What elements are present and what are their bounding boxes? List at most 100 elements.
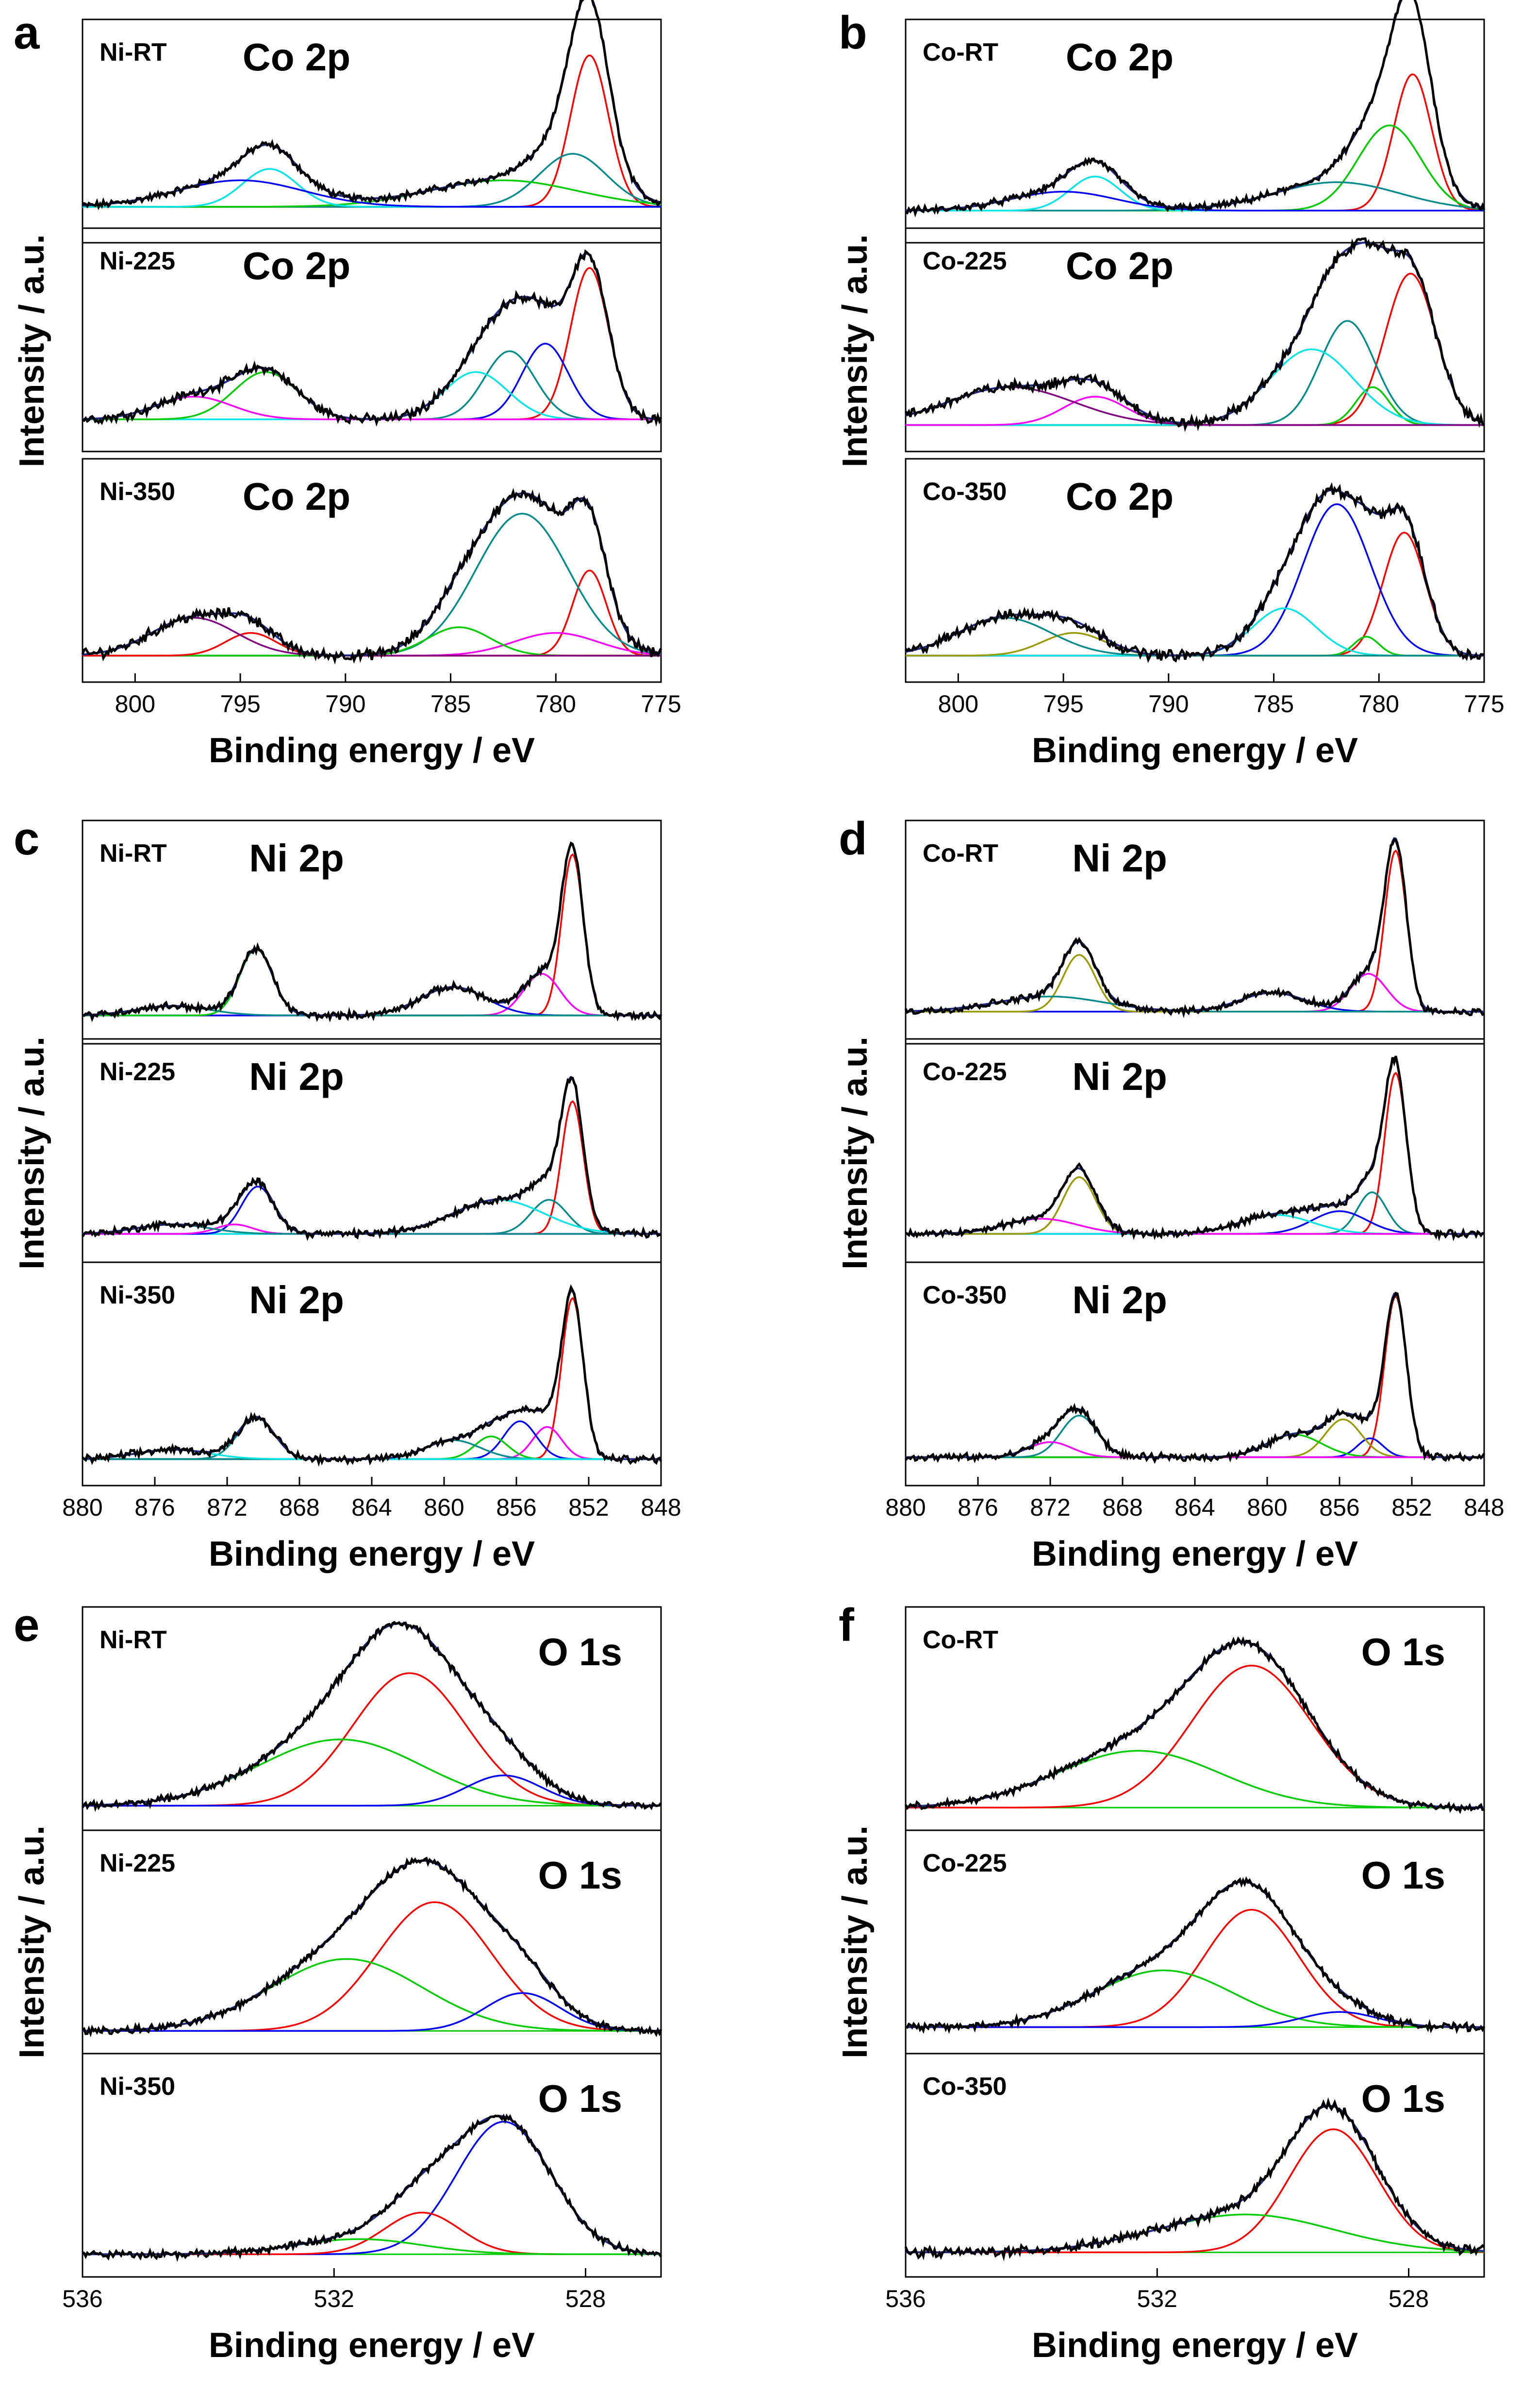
x-tick-label-d-2: 872 xyxy=(1030,1494,1070,1521)
component-peak-a-0-0 xyxy=(83,54,662,208)
spectrum-label-c-0: Ni 2p xyxy=(249,836,344,880)
component-peak-d-0-1 xyxy=(906,973,1484,1013)
spectrum-label-b-0: Co 2p xyxy=(1066,35,1174,79)
panel-label-c: c xyxy=(14,813,39,865)
subplot-frame-a-1 xyxy=(82,227,662,452)
component-peak-e-0-2 xyxy=(83,1774,661,1807)
spectrum-label-b-1: Co 2p xyxy=(1066,244,1174,287)
x-tick-label-c-0: 880 xyxy=(62,1494,102,1521)
component-peak-c-0-0 xyxy=(83,853,661,1017)
component-peak-a-1-3 xyxy=(83,371,661,420)
fit-envelope-b-2 xyxy=(905,488,1485,657)
spectrum-label-c-2: Ni 2p xyxy=(249,1278,344,1321)
panel-label-a: a xyxy=(14,7,40,59)
spectrum-label-f-2: O 1s xyxy=(1361,2077,1445,2120)
subplot-frame-b-2 xyxy=(905,458,1485,683)
fit-envelope-f-2 xyxy=(906,2105,1485,2254)
spectrum-label-d-2: Ni 2p xyxy=(1072,1278,1167,1321)
experimental-spectrum-a-1 xyxy=(82,249,662,427)
subplot-frame-b-0 xyxy=(905,18,1485,244)
component-peak-d-1-0 xyxy=(906,1071,1484,1235)
component-peak-b-1-0 xyxy=(906,272,1485,426)
component-peak-f-1-0 xyxy=(906,1908,1484,2028)
panel-label-f: f xyxy=(839,1599,855,1651)
spectrum-label-f-1: O 1s xyxy=(1361,1854,1445,1897)
component-peak-c-2-1 xyxy=(83,1426,661,1460)
x-axis-label-b: Binding energy / eV xyxy=(1032,731,1358,770)
x-tick-label-e-1: 532 xyxy=(314,2285,354,2312)
fit-envelope-d-2 xyxy=(906,1292,1484,1458)
spectrum-label-a-1: Co 2p xyxy=(243,244,350,287)
spectrum-label-e-0: O 1s xyxy=(538,1630,622,1673)
component-peak-b-1-2 xyxy=(906,320,1484,426)
experimental-spectrum-d-0 xyxy=(904,838,1485,1019)
subplot-frame-c-0 xyxy=(82,819,662,1045)
component-peak-e-1-1 xyxy=(83,1958,661,2032)
component-peak-b-0-3 xyxy=(906,175,1484,212)
experimental-spectrum-d-2 xyxy=(905,1291,1486,1464)
x-tick-label-b-1: 795 xyxy=(1043,690,1083,718)
component-peak-b-2-5 xyxy=(905,617,1484,657)
sample-label-d-1: Co-225 xyxy=(923,1058,1007,1086)
x-tick-label-d-6: 856 xyxy=(1319,1494,1359,1521)
component-peak-c-1-3 xyxy=(83,1186,661,1235)
y-axis-label-d: Intensity / a.u. xyxy=(836,1037,875,1270)
fit-envelope-c-0 xyxy=(82,843,661,1017)
x-tick-label-c-3: 868 xyxy=(279,1494,319,1521)
x-tick-label-c-7: 852 xyxy=(568,1494,609,1521)
component-peak-d-2-2 xyxy=(906,1418,1484,1458)
x-axis-label-a: Binding energy / eV xyxy=(209,731,535,770)
spectrum-label-c-1: Ni 2p xyxy=(249,1055,344,1098)
experimental-spectrum-c-2 xyxy=(82,1284,662,1467)
x-axis-label-d: Binding energy / eV xyxy=(1032,1535,1358,1573)
experimental-spectrum-b-2 xyxy=(905,482,1485,663)
x-tick-label-a-1: 795 xyxy=(220,690,260,718)
fit-envelope-f-1 xyxy=(906,1880,1484,2028)
sample-label-e-1: Ni-225 xyxy=(99,1849,175,1877)
y-axis-label-c: Intensity / a.u. xyxy=(13,1037,51,1270)
x-tick-label-c-8: 848 xyxy=(641,1494,681,1521)
panel-label-d: d xyxy=(839,813,867,865)
experimental-spectrum-f-0 xyxy=(904,1636,1485,1814)
x-tick-label-b-2: 790 xyxy=(1148,690,1189,718)
sample-label-a-0: Ni-RT xyxy=(99,38,167,67)
y-axis-label-b: Intensity / a.u. xyxy=(836,234,875,467)
x-tick-label-a-3: 785 xyxy=(430,690,471,718)
component-peak-b-2-1 xyxy=(906,635,1484,657)
sample-label-f-2: Co-350 xyxy=(923,2073,1007,2101)
y-axis-label-f: Intensity / a.u. xyxy=(836,1825,875,2058)
component-peak-b-2-0 xyxy=(906,532,1484,657)
component-peak-f-2-0 xyxy=(906,2128,1485,2254)
x-tick-label-d-0: 880 xyxy=(885,1494,926,1521)
x-tick-label-c-5: 860 xyxy=(424,1494,464,1521)
experimental-spectrum-e-0 xyxy=(81,1621,662,1812)
x-tick-label-b-5: 775 xyxy=(1464,690,1504,718)
panel-label-e: e xyxy=(14,1599,39,1651)
x-tick-label-e-0: 536 xyxy=(62,2285,102,2312)
sample-label-c-2: Ni-350 xyxy=(99,1281,175,1309)
subplot-frame-e-2 xyxy=(82,2053,662,2278)
fit-envelope-e-2 xyxy=(83,2115,662,2256)
experimental-spectrum-c-1 xyxy=(81,1076,662,1241)
fit-envelope-c-1 xyxy=(82,1075,661,1235)
spectrum-label-f-0: O 1s xyxy=(1361,1630,1445,1673)
sample-label-c-0: Ni-RT xyxy=(99,839,167,868)
subplot-frame-d-0 xyxy=(905,819,1485,1045)
component-peak-e-2-0 xyxy=(83,2121,662,2256)
component-peak-b-0-1 xyxy=(906,124,1485,212)
x-tick-label-c-1: 876 xyxy=(134,1494,175,1521)
experimental-spectrum-a-0 xyxy=(82,0,662,211)
x-tick-label-b-4: 780 xyxy=(1359,690,1399,718)
x-tick-label-a-4: 780 xyxy=(536,690,576,718)
panel-label-b: b xyxy=(839,7,867,59)
component-peak-d-0-0 xyxy=(906,849,1484,1013)
component-peak-c-0-2 xyxy=(83,986,661,1017)
experimental-spectrum-f-2 xyxy=(904,2097,1485,2261)
component-peak-b-2-4 xyxy=(906,632,1484,657)
x-axis-label-f: Binding energy / eV xyxy=(1032,2326,1358,2365)
fit-envelope-a-1 xyxy=(82,252,662,420)
x-axis-label-e: Binding energy / eV xyxy=(209,2326,535,2365)
experimental-spectrum-c-0 xyxy=(82,841,662,1023)
component-peak-b-2-2 xyxy=(906,503,1484,657)
